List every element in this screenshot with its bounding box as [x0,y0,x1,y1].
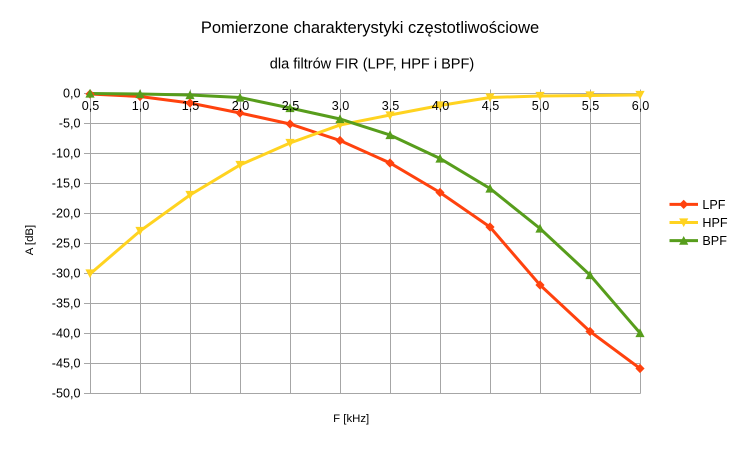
svg-text:5,5: 5,5 [582,99,600,113]
svg-text:2,0: 2,0 [232,99,250,113]
svg-text:4,0: 4,0 [432,99,450,113]
svg-text:4,5: 4,5 [482,99,500,113]
svg-text:3,0: 3,0 [332,99,350,113]
svg-text:HPF: HPF [702,216,727,230]
svg-text:A [dB]: A [dB] [24,225,36,255]
svg-text:-30,0: -30,0 [52,266,81,280]
svg-text:-35,0: -35,0 [52,296,81,310]
svg-text:dla filtrów FIR (LPF, HPF i BP: dla filtrów FIR (LPF, HPF i BPF) [270,57,475,73]
svg-text:-15,0: -15,0 [52,176,81,190]
svg-text:1,5: 1,5 [182,99,200,113]
svg-text:-5,0: -5,0 [59,116,81,130]
svg-text:F [kHz]: F [kHz] [333,413,369,425]
svg-text:-20,0: -20,0 [52,206,81,220]
svg-text:6,0: 6,0 [632,99,650,113]
svg-text:-10,0: -10,0 [52,146,81,160]
svg-text:2,5: 2,5 [282,99,300,113]
svg-text:-50,0: -50,0 [52,386,81,400]
svg-text:LPF: LPF [702,198,725,212]
svg-text:0,0: 0,0 [63,86,81,100]
svg-text:BPF: BPF [702,234,727,248]
svg-text:-25,0: -25,0 [52,236,81,250]
svg-text:-40,0: -40,0 [52,326,81,340]
svg-text:Pomierzone charakterystyki czę: Pomierzone charakterystyki częstotliwośc… [201,19,539,37]
svg-text:3,5: 3,5 [382,99,400,113]
svg-text:5,0: 5,0 [532,99,550,113]
svg-text:0,5: 0,5 [82,99,100,113]
svg-text:-45,0: -45,0 [52,356,81,370]
svg-text:1,0: 1,0 [132,99,150,113]
